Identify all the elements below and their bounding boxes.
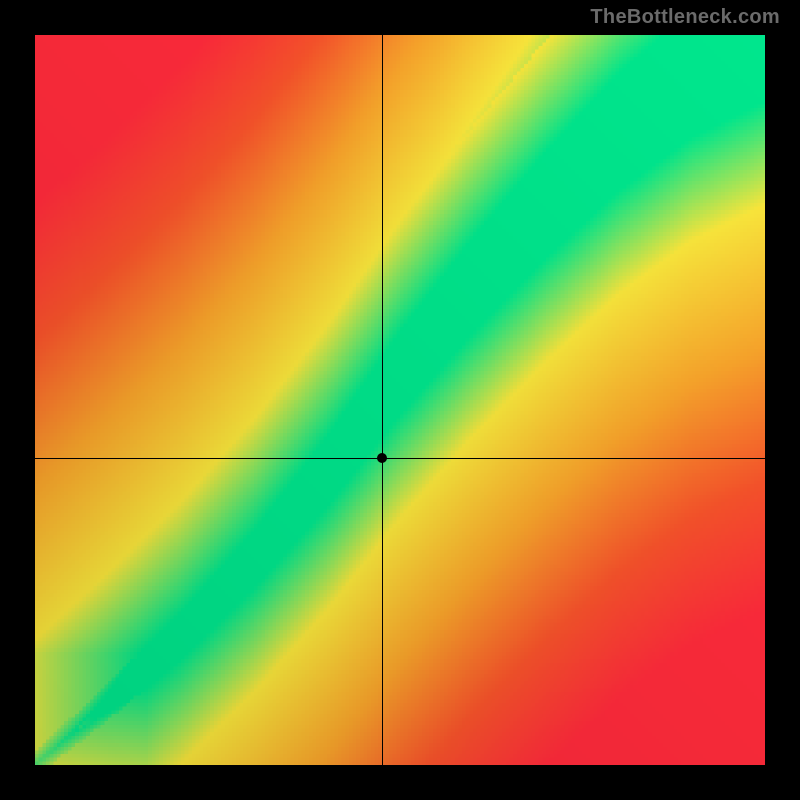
watermark-text: TheBottleneck.com <box>590 6 780 29</box>
crosshair-vertical <box>382 35 383 765</box>
heatmap-canvas <box>35 35 765 765</box>
crosshair-horizontal <box>35 458 765 459</box>
marker-dot <box>377 453 387 463</box>
chart-area <box>35 35 765 765</box>
